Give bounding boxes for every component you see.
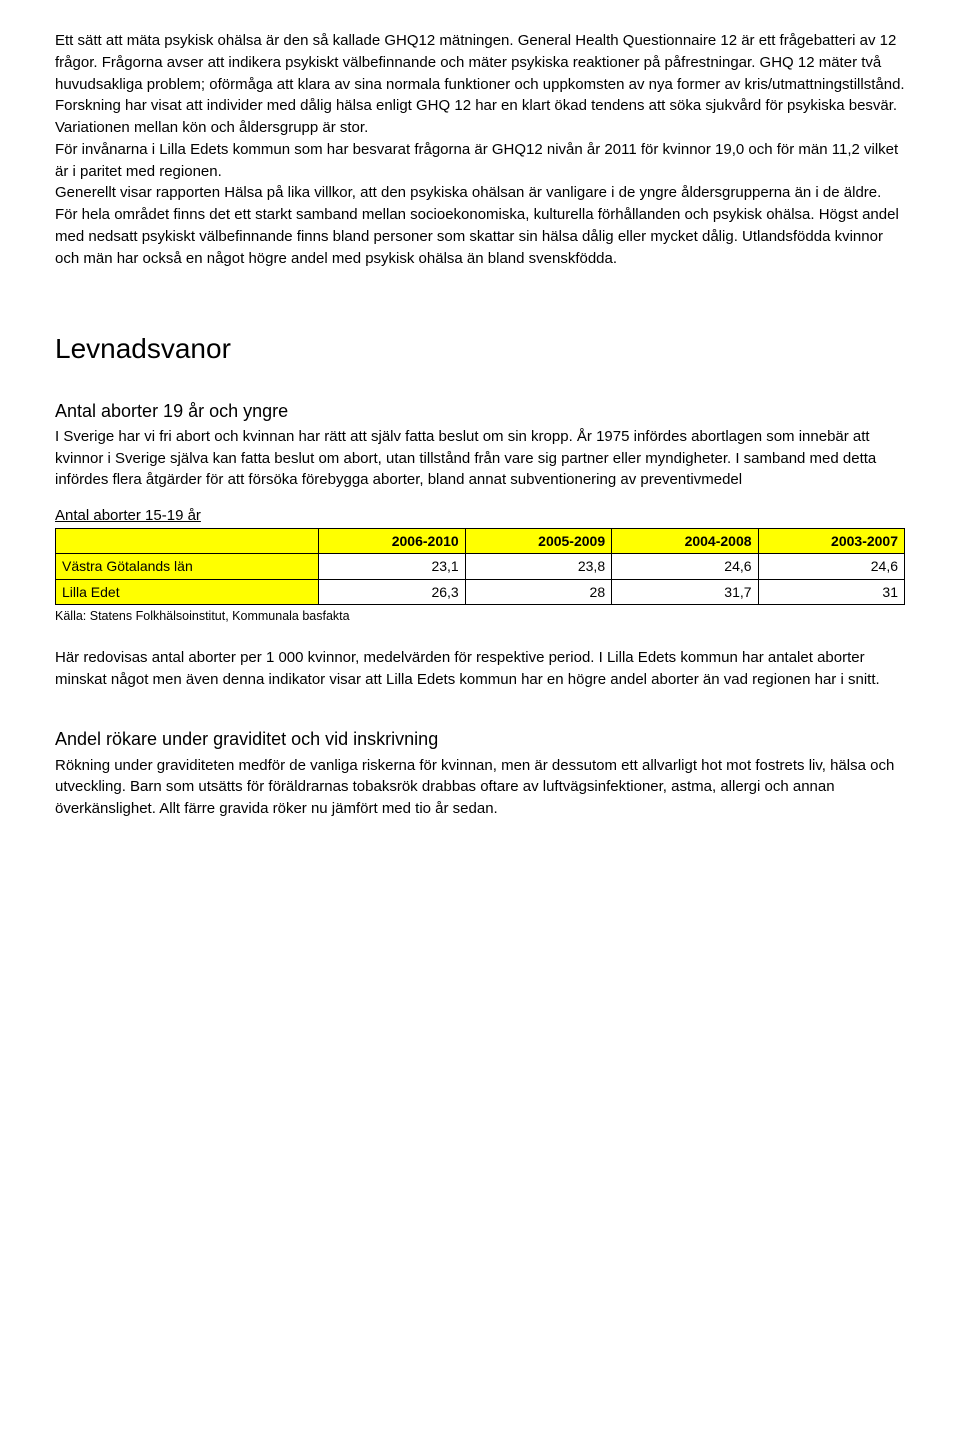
table-cell: 24,6 [612,554,758,579]
intro-paragraph-3: Generellt visar rapporten Hälsa på lika … [55,182,905,269]
table-col-1: 2005-2009 [465,528,611,553]
table-cell: 31,7 [612,579,758,604]
abort-table: 2006-2010 2005-2009 2004-2008 2003-2007 … [55,528,905,605]
table-cell: 28 [465,579,611,604]
abort-paragraph-1: I Sverige har vi fri abort och kvinnan h… [55,426,905,491]
smoking-heading: Andel rökare under graviditet och vid in… [55,726,905,752]
table-row-label: Lilla Edet [56,579,319,604]
table-cell: 24,6 [758,554,904,579]
table-cell: 23,1 [319,554,465,579]
abort-heading: Antal aborter 19 år och yngre [55,398,905,424]
table-col-0: 2006-2010 [319,528,465,553]
intro-paragraph-1: Ett sätt att mäta psykisk ohälsa är den … [55,30,905,139]
table-col-3: 2003-2007 [758,528,904,553]
intro-paragraph-2: För invånarna i Lilla Edets kommun som h… [55,139,905,183]
table-row: Västra Götalands län 23,1 23,8 24,6 24,6 [56,554,905,579]
abort-paragraph-2: Här redovisas antal aborter per 1 000 kv… [55,647,905,691]
table-row: Lilla Edet 26,3 28 31,7 31 [56,579,905,604]
table-header-blank [56,528,319,553]
table-cell: 23,8 [465,554,611,579]
table-row-label: Västra Götalands län [56,554,319,579]
table-cell: 31 [758,579,904,604]
table-cell: 26,3 [319,579,465,604]
abort-source: Källa: Statens Folkhälsoinstitut, Kommun… [55,607,905,625]
smoking-paragraph-1: Rökning under graviditeten medför de van… [55,755,905,820]
table-header-row: 2006-2010 2005-2009 2004-2008 2003-2007 [56,528,905,553]
table-col-2: 2004-2008 [612,528,758,553]
section-title: Levnadsvanor [55,329,905,370]
abort-table-title: Antal aborter 15-19 år [55,505,905,527]
